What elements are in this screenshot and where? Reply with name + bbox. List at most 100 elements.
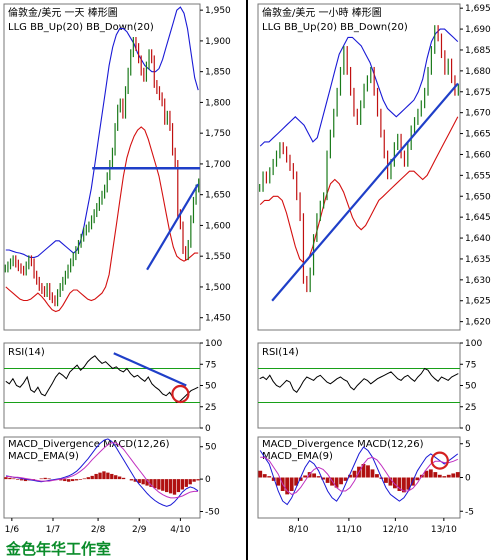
- left-macd-divergence-bar: [192, 479, 196, 482]
- left-macd-divergence-bar: [196, 479, 200, 481]
- right-macd-divergence-bar: [294, 477, 299, 486]
- left-macd-ytick-label: 0: [205, 475, 211, 485]
- right-macd-indicator-legend: MACD_Divergence MACD(12,26): [262, 439, 424, 450]
- right-price-ytick-label: 1,645: [465, 213, 491, 223]
- left-macd-xtick-label: 2/9: [132, 525, 147, 535]
- left-macd-divergence-bar: [63, 479, 67, 482]
- left-price-ytick-label: 1,600: [205, 221, 231, 231]
- right-macd-divergence-bar: [433, 472, 438, 478]
- right-price-indicator-legend: LLG BB_Up(20) BB_Down(20): [262, 22, 408, 33]
- right-macd-divergence-bar: [375, 474, 379, 478]
- left-price-ytick-label: 1,950: [205, 6, 231, 16]
- right-price-ytick-label: 1,660: [465, 150, 491, 160]
- right-price-ytick-label: 1,675: [465, 88, 491, 98]
- left-price-bb-lower-line: [5, 126, 199, 313]
- left-rsi-title: RSI(14): [8, 347, 45, 358]
- left-macd-divergence-bar: [168, 479, 173, 494]
- right-rsi-ytick-label: 0: [465, 424, 471, 434]
- right-macd-divergence-bar: [303, 475, 308, 478]
- left-macd-divergence-bar: [4, 477, 8, 480]
- left-macd-divergence-bar: [70, 479, 75, 482]
- right-macd-divergence-bar: [334, 477, 339, 488]
- left-macd-divergence-bar: [172, 479, 177, 495]
- left-macd-divergence-bar: [110, 473, 114, 480]
- left-macd-divergence-bar: [145, 479, 149, 486]
- left-macd-divergence-bar: [43, 477, 47, 480]
- left-macd-divergence-bar: [23, 479, 28, 482]
- left-price-ytick-label: 1,500: [205, 283, 231, 293]
- left-macd-xtick-label: 2/8: [91, 525, 106, 535]
- left-macd-divergence-bar: [59, 479, 63, 481]
- right-macd-ytick-label: 0: [465, 474, 471, 484]
- left-macd-plot: [4, 438, 200, 507]
- right-price-ytick-label: 1,670: [465, 109, 491, 119]
- left-price-ytick-label: 1,700: [205, 160, 231, 170]
- right-macd-xtick-label: 13/10: [431, 525, 457, 535]
- left-macd-divergence-bar: [129, 479, 134, 481]
- right-macd-divergence-bar: [428, 469, 433, 478]
- left-macd-xtick-label: 4/10: [170, 525, 190, 535]
- left-rsi-ytick-label: 25: [205, 403, 216, 413]
- right-macd-xtick-label: 12/10: [382, 525, 408, 535]
- left-macd-divergence-bar: [165, 479, 169, 493]
- right-macd-ytick-label: 5: [465, 440, 471, 450]
- left-macd-divergence-bar: [141, 479, 145, 485]
- right-macd-divergence-bar: [442, 476, 447, 478]
- left-macd-divergence-bar: [106, 472, 110, 480]
- right-price-plot: [259, 25, 459, 302]
- right-price-bb-upper-line: [259, 28, 459, 147]
- right-price-ytick-label: 1,685: [465, 46, 491, 56]
- right-macd-divergence-bar: [393, 477, 397, 489]
- right-macd-divergence-bar: [298, 477, 303, 481]
- right-macd-divergence-bar: [406, 477, 411, 490]
- right-macd-divergence-bar: [352, 470, 357, 478]
- right-price-ytick-label: 1,640: [465, 234, 491, 244]
- left-macd-divergence-bar: [114, 475, 118, 480]
- left-price-title: 倫敦金/美元 一天 棒形圖: [8, 6, 118, 19]
- right-macd-divergence-bar: [325, 477, 330, 483]
- right-rsi-plot: [258, 367, 460, 403]
- left-macd-divergence-bar: [47, 478, 51, 480]
- left-macd-divergence-bar: [117, 476, 122, 480]
- right-macd-divergence-bar: [397, 477, 402, 491]
- left-macd-divergence-bar: [98, 472, 102, 480]
- right-price-ytick-label: 1,650: [465, 192, 491, 202]
- left-macd-ema-line: [6, 442, 198, 499]
- right-rsi-ytick-label: 50: [465, 382, 477, 392]
- left-price-plot: [4, 6, 200, 313]
- right-macd-ema-line: [260, 456, 459, 495]
- right-macd-divergence-bar: [451, 473, 456, 478]
- left-rsi-ytick-label: 50: [205, 382, 217, 392]
- left-macd-divergence-bar: [184, 479, 188, 487]
- right-macd-divergence-bar: [415, 477, 420, 481]
- right-macd-divergence-bar: [258, 470, 263, 478]
- left-macd-divergence-bar: [86, 477, 90, 480]
- left-rsi-ytick-label: 75: [205, 360, 216, 370]
- right-macd-divergence-bar: [312, 473, 317, 478]
- left-macd-divergence-bar: [153, 479, 157, 489]
- left-price-bb-upper-line: [5, 6, 199, 258]
- right-price-ytick-label: 1,630: [465, 276, 491, 286]
- right-macd-divergence-bar: [289, 477, 294, 491]
- left-macd-divergence-bar: [39, 478, 43, 480]
- left-macd-divergence-bar: [137, 479, 141, 484]
- right-macd-divergence-bar: [424, 470, 429, 478]
- left-macd-divergence-bar: [149, 479, 153, 487]
- right-price-frame: [257, 3, 461, 331]
- right-macd-divergence-bar: [343, 477, 348, 481]
- right-price-ytick-label: 1,635: [465, 255, 491, 265]
- left-macd-divergence-bar: [157, 479, 161, 490]
- right-macd-divergence-bar: [316, 476, 321, 478]
- right-rsi-frame: [257, 342, 461, 429]
- right-macd-divergence-bar: [401, 477, 406, 493]
- right-price-trendline: [271, 82, 459, 302]
- right-price-ytick-label: 1,690: [465, 25, 491, 35]
- left-price-indicator-legend: LLG BB_Up(20) BB_Down(20): [8, 22, 154, 33]
- left-macd-xtick-label: 1/6: [5, 525, 20, 535]
- right-macd-indicator-legend: MACD_EMA(9): [262, 451, 333, 462]
- right-macd-macd-line: [259, 446, 459, 506]
- left-macd-divergence-bar: [180, 479, 185, 490]
- right-macd-divergence-bar: [446, 474, 451, 478]
- left-rsi-highlight-circle: [171, 384, 190, 404]
- left-rsi-ytick-label: 100: [205, 339, 222, 349]
